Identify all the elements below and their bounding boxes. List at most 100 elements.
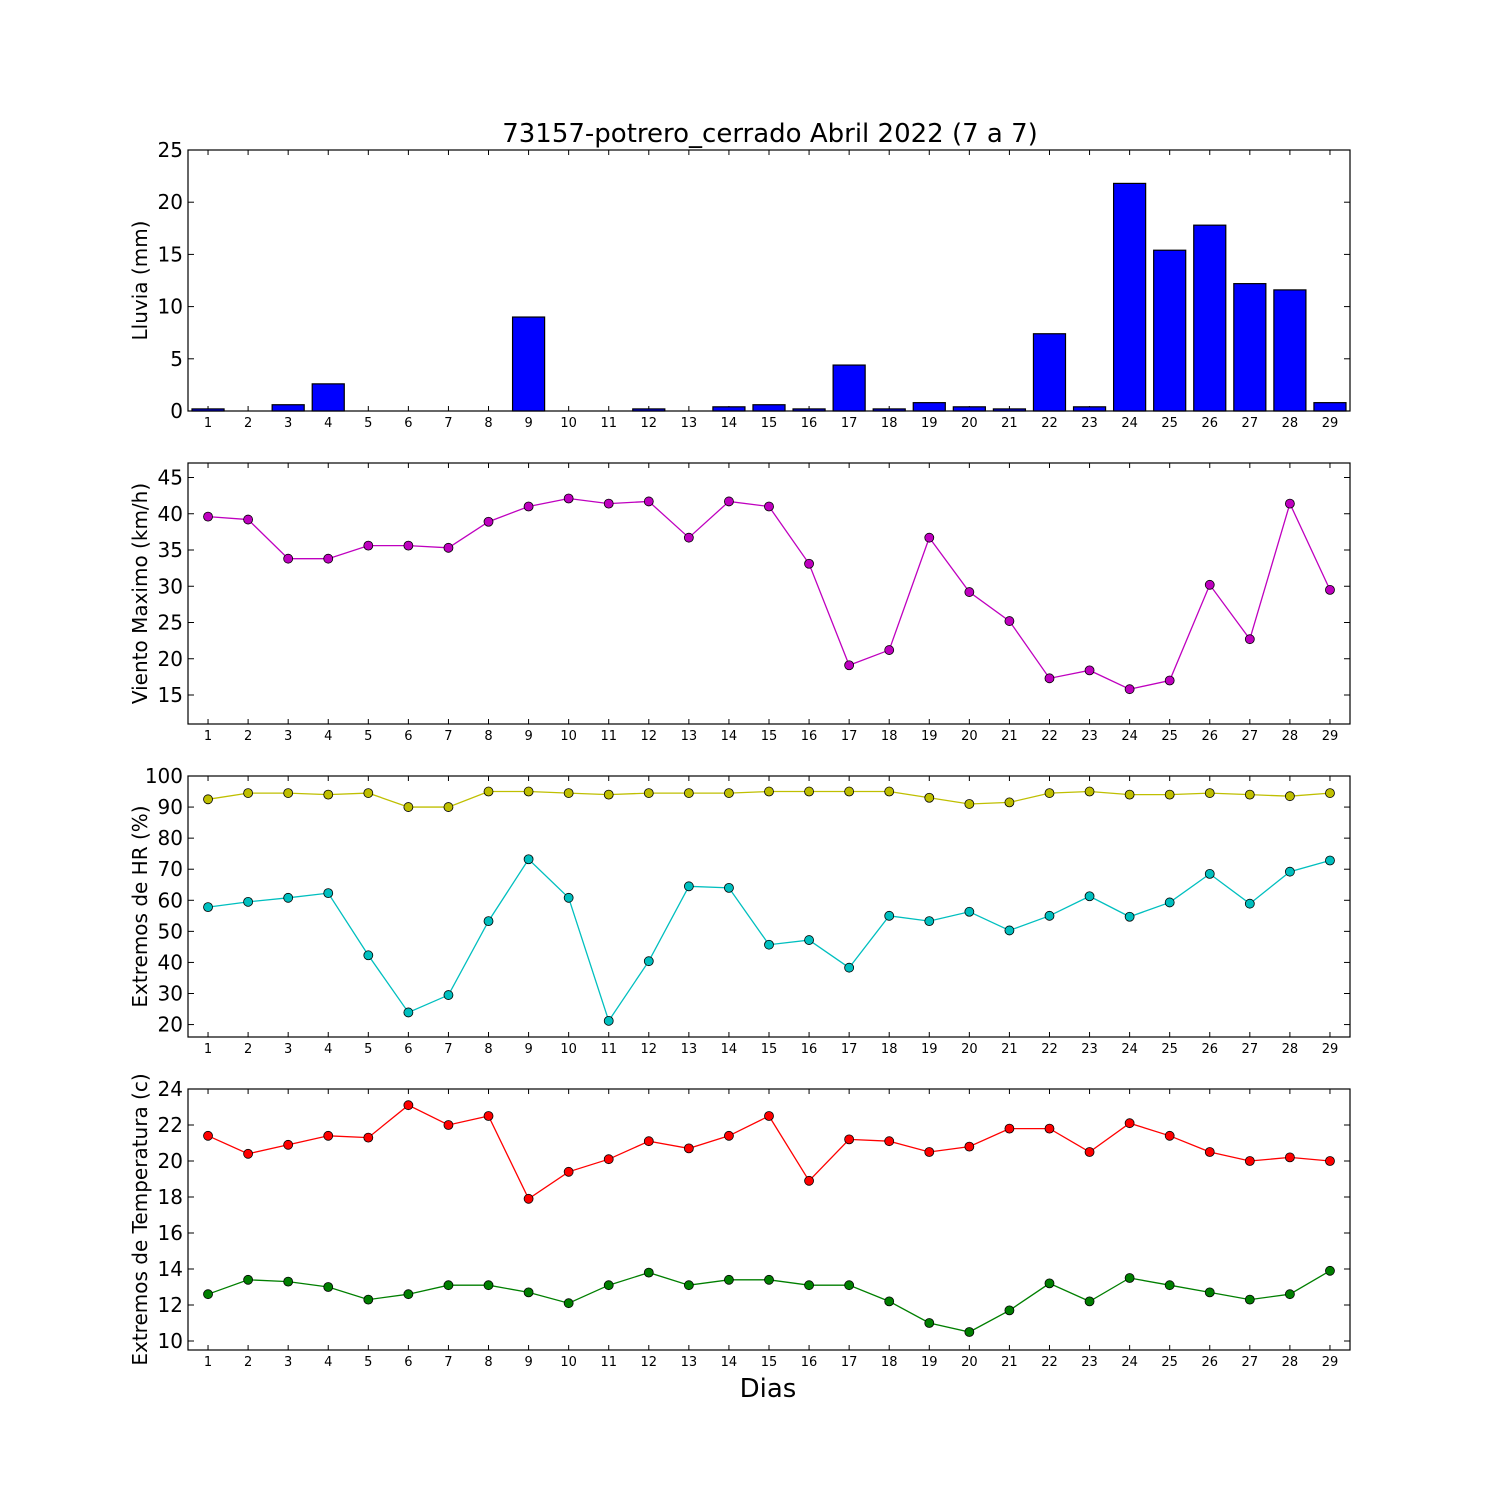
y-axis-label: Lluvia (mm) [128,221,152,341]
x-tick-label: 10 [560,1355,577,1370]
y-tick-label: 40 [158,502,183,526]
bar [712,406,746,412]
data-point [1244,898,1255,909]
data-point [323,1282,334,1292]
x-tick-label: 13 [681,1042,698,1057]
x-tick-label: 27 [1242,729,1259,744]
x-tick-label: 1 [204,729,212,744]
x-tick-label: 29 [1322,1355,1339,1370]
data-point [523,786,534,797]
y-axis-label: Extremos de HR (%) [128,805,152,1007]
x-tick-label: 18 [881,1355,898,1370]
data-point [403,1007,414,1018]
x-tick-label: 18 [881,1042,898,1057]
x-tick-label: 22 [1041,729,1058,744]
data-point [1204,1147,1215,1157]
x-tick-label: 3 [284,1042,292,1057]
x-tick-label: 15 [761,1355,778,1370]
data-point [844,660,855,671]
y-tick-label: 20 [158,647,183,671]
y-tick-label: 10 [158,295,183,319]
data-point [1284,791,1295,802]
x-tick-label: 5 [364,1355,372,1370]
bar [1153,249,1187,412]
y-tick-label: 50 [158,919,183,943]
x-tick-label: 4 [324,1355,332,1370]
x-tick-label: 17 [841,1355,858,1370]
data-point [363,540,374,551]
x-tick-label: 14 [721,1042,738,1057]
data-point [443,1120,454,1130]
series-line-1 [207,497,1331,690]
data-point [804,1175,814,1186]
x-tick-label: 4 [324,729,332,744]
y-tick-label: 40 [158,950,183,974]
data-point [683,788,694,798]
data-point [1325,788,1335,798]
x-tick-label: 28 [1282,1355,1299,1370]
x-tick-label: 13 [681,416,698,431]
data-point [924,1318,935,1328]
bar [872,408,906,412]
y-tick-label: 90 [158,795,183,819]
x-tick-label: 21 [1001,1042,1018,1057]
data-point [764,1274,774,1285]
data-point [884,1296,895,1307]
data-point [283,553,294,564]
x-tick-label: 23 [1081,1042,1098,1057]
data-point [1084,1147,1095,1157]
bar [1193,224,1227,412]
data-point [443,990,454,1000]
x-tick-label: 11 [600,729,617,744]
x-tick-label: 29 [1322,416,1339,431]
y-tick-label: 35 [158,538,183,562]
data-point [443,802,454,812]
x-tick-label: 26 [1201,1042,1218,1057]
x-tick-label: 9 [524,1042,532,1057]
x-tick-label: 19 [921,1355,938,1370]
x-tick-label: 8 [484,1042,492,1057]
data-point [643,956,654,967]
data-point [363,1294,374,1305]
data-point [563,892,574,903]
chart-title: 73157-potrero_cerrado Abril 2022 (7 a 7) [502,119,1038,149]
data-point [243,788,254,798]
data-point [683,1143,694,1154]
data-point [844,1134,855,1145]
x-tick-label: 2 [244,1355,252,1370]
x-tick-label: 14 [721,416,738,431]
x-tick-label: 26 [1201,416,1218,431]
x-axis-label: Dias [740,1374,797,1404]
y-tick-label: 25 [158,138,183,162]
x-tick-label: 15 [761,416,778,431]
data-point [1044,788,1055,798]
data-point [1204,579,1215,590]
data-point [323,888,334,899]
x-tick-label: 10 [560,1042,577,1057]
data-point [724,788,734,798]
y-axis-label: Viento Maximo (km/h) [128,483,152,704]
x-tick-label: 15 [761,1042,778,1057]
data-point [683,532,694,543]
data-point [1244,634,1255,645]
x-tick-label: 14 [721,729,738,744]
data-point [964,1141,975,1152]
data-point [1124,684,1135,695]
x-tick-label: 1 [204,416,212,431]
data-point [724,496,734,507]
data-point [964,906,975,917]
x-tick-label: 23 [1081,729,1098,744]
x-tick-label: 23 [1081,1355,1098,1370]
data-point [483,1111,494,1121]
x-tick-label: 20 [961,1042,978,1057]
x-tick-label: 19 [921,416,938,431]
data-point [523,1193,534,1204]
data-point [1044,673,1055,684]
data-point [1164,789,1175,800]
data-point [1004,797,1015,808]
x-tick-label: 8 [484,1355,492,1370]
